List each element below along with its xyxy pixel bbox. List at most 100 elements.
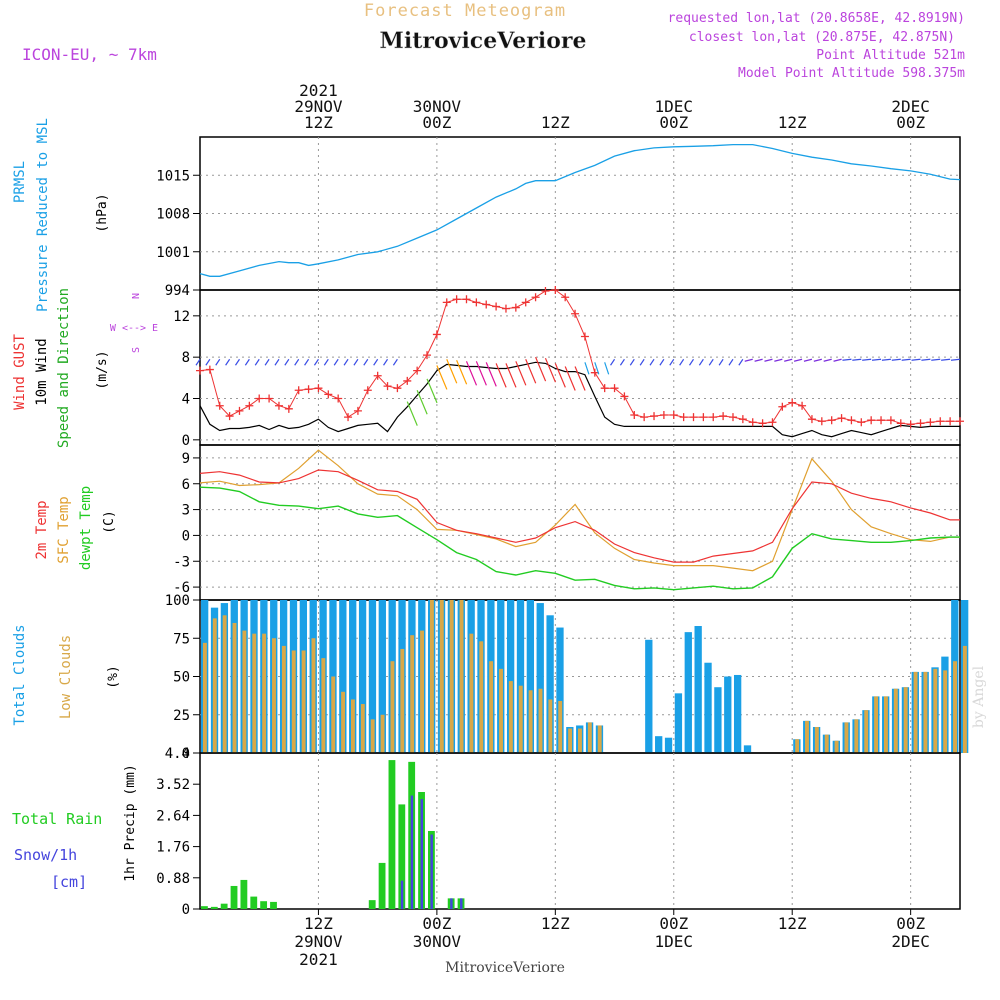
- temp-tick-label: -3: [173, 554, 190, 570]
- precip-tick-label: 2.64: [156, 808, 190, 824]
- gust-marker: [551, 286, 560, 294]
- low-cloud-bar: [953, 661, 957, 753]
- wind-arrow: [215, 358, 221, 366]
- gust-marker: [442, 298, 451, 307]
- location-title: MitroviceVeriore: [380, 28, 587, 54]
- gust-marker: [798, 401, 807, 410]
- gust-marker: [679, 413, 688, 422]
- time-label: 2DEC: [891, 932, 930, 951]
- gust-marker: [393, 384, 402, 393]
- low-cloud-bar: [795, 739, 800, 753]
- pressure-panel: 994 1001 1008 1015 PRMSL Pressure Reduced t…: [12, 118, 961, 312]
- wind-tick-label: 12: [173, 309, 190, 325]
- total-cloud-bar: [546, 615, 554, 753]
- total-cloud-bar: [645, 639, 653, 753]
- gust-marker: [748, 418, 757, 427]
- wind-arrow: [774, 358, 783, 362]
- gust-marker: [274, 401, 283, 410]
- gust-marker: [640, 413, 649, 422]
- low-cloud-bar: [913, 671, 918, 753]
- dewpt-temp-line: [199, 486, 960, 591]
- wind-arrow: [225, 358, 231, 366]
- rain-bar: [388, 760, 396, 909]
- wind-arrow: [383, 358, 389, 366]
- gust-marker: [284, 404, 293, 413]
- total-cloud-bar: [358, 600, 367, 753]
- time-label: 00Z: [422, 914, 451, 933]
- time-label: 30NOV: [413, 932, 462, 951]
- clouds-tick-label: 0: [182, 746, 190, 762]
- total-cloud-bar: [536, 603, 544, 753]
- snow-label: Snow/1h: [14, 846, 77, 864]
- wind-arrow: [436, 365, 448, 390]
- gust-marker: [916, 419, 925, 428]
- gust-marker: [886, 416, 895, 425]
- wind-arrow: [931, 358, 941, 361]
- precip-tick-label: 1.76: [156, 840, 190, 856]
- gust-marker: [472, 298, 481, 307]
- snow-bar: [410, 795, 414, 909]
- time-label: 00Z: [422, 113, 451, 132]
- closest-coords: closest lon,lat (20.875E, 42.875N): [689, 30, 955, 45]
- wind-arrow: [426, 378, 438, 404]
- total-cloud-bar: [339, 600, 347, 753]
- watermark: by Angel: [971, 665, 987, 728]
- low-cloud-bar: [202, 642, 207, 753]
- 2m-temp-line: [199, 469, 960, 563]
- low-cloud-bar: [400, 648, 405, 753]
- footer-location: MitroviceVeriore: [445, 960, 565, 976]
- wind-arrow: [728, 358, 734, 366]
- rain-bar: [240, 879, 248, 909]
- low-cloud-bar: [814, 726, 819, 753]
- gust-marker: [423, 351, 432, 360]
- gust-marker: [205, 365, 214, 374]
- pressure-unit: (hPa): [95, 193, 110, 232]
- wind-unit: (m/s): [95, 350, 110, 389]
- gust-marker: [225, 412, 234, 421]
- temperature-grid: [199, 444, 961, 601]
- snow-unit: [cm]: [51, 873, 87, 891]
- gust-marker: [659, 411, 668, 420]
- gust-marker: [482, 300, 491, 309]
- wind-arrow: [679, 358, 685, 366]
- wind-arrow: [495, 363, 507, 388]
- wind-arrow: [764, 358, 773, 362]
- total-clouds-label: Total Clouds: [12, 624, 28, 725]
- wind-arrow: [649, 358, 655, 366]
- low-cloud-bar: [824, 734, 829, 753]
- total-cloud-bar: [516, 600, 525, 753]
- wind-arrow: [689, 358, 695, 366]
- clouds-tick-label: 75: [173, 631, 190, 647]
- gust-marker: [669, 411, 678, 420]
- low-cloud-bar: [351, 699, 355, 753]
- gust-marker: [304, 385, 313, 394]
- low-cloud-bar: [538, 688, 543, 753]
- clouds-tick-label: 25: [173, 708, 190, 724]
- wind-arrow: [234, 358, 240, 366]
- precip-frame: [199, 752, 961, 910]
- wind-arrow: [659, 358, 665, 366]
- wind-arrow: [803, 358, 813, 362]
- low-cloud-bar: [469, 633, 474, 753]
- wind-arrow: [416, 390, 428, 415]
- gust-marker: [383, 382, 392, 391]
- gust-marker: [847, 416, 856, 425]
- gust-marker: [738, 415, 747, 424]
- pressure-tick-label: 1008: [156, 207, 190, 223]
- gust-marker: [590, 368, 599, 377]
- wind-arrow: [862, 358, 872, 361]
- clouds-panel: 0 25 50 75 100 Total Clouds Low Clouds (%) b…: [12, 593, 987, 762]
- wind-arrow: [515, 361, 527, 386]
- gust-marker: [363, 386, 372, 395]
- low-cloud-bar: [854, 719, 859, 753]
- wind-tick-label: 8: [182, 350, 190, 366]
- rain-bar: [250, 896, 258, 909]
- wind-arrow: [392, 358, 398, 366]
- wind-arrow: [584, 362, 590, 375]
- gust-marker: [196, 366, 204, 375]
- total-cloud-bar: [506, 600, 515, 753]
- time-label: 00Z: [659, 113, 688, 132]
- gust-marker: [580, 332, 589, 341]
- gust-marker: [630, 411, 639, 420]
